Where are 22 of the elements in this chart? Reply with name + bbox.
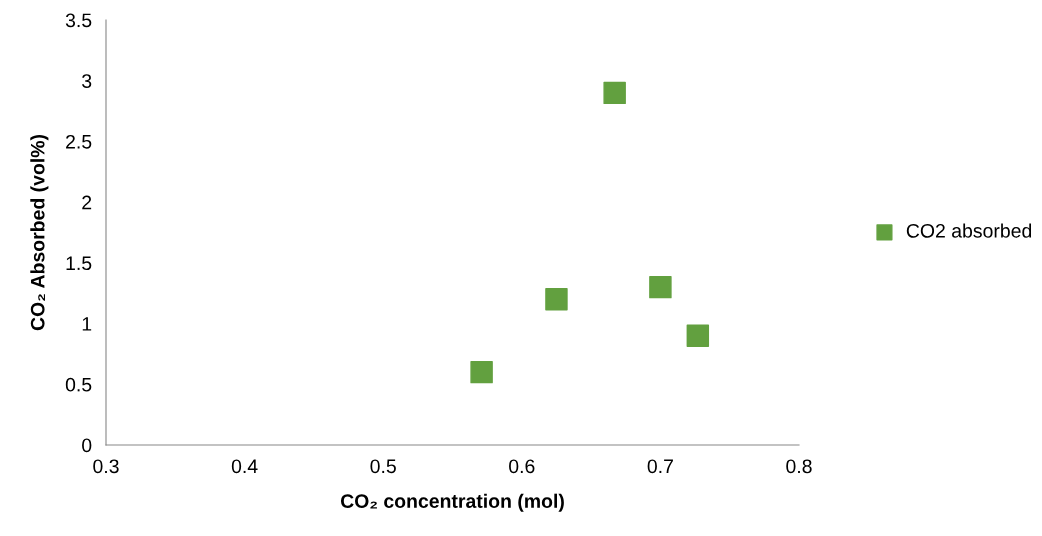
y-tick-label: 1.5 xyxy=(66,256,92,271)
x-tick-label: 0.3 xyxy=(93,459,119,474)
y-tick-label: 2 xyxy=(82,195,92,210)
point xyxy=(686,324,710,347)
point xyxy=(470,360,493,384)
x-axis-title: CO₂ concentration (mol) xyxy=(340,493,564,512)
y-tick-label: 3 xyxy=(82,74,92,88)
y-tick-label: 3.5 xyxy=(65,13,92,28)
y-tick-label: 0.5 xyxy=(65,377,92,392)
legend-label: CO2 absorbed xyxy=(906,223,1032,238)
x-tick-label: 0.8 xyxy=(786,459,812,474)
x-tick-label: 0.5 xyxy=(370,459,396,474)
x-tick-label: 0.4 xyxy=(231,459,258,474)
y-tick-label: 0 xyxy=(82,438,92,453)
y-axis-title: CO₂ Absorbed (vol%) xyxy=(30,134,49,331)
point xyxy=(545,288,568,311)
point xyxy=(649,275,672,299)
y-tick-label: 1 xyxy=(82,317,92,331)
x-tick-label: 0.6 xyxy=(509,459,535,474)
y-tick-label: 2.5 xyxy=(66,134,92,149)
point xyxy=(603,81,626,105)
x-tick-label: 0.7 xyxy=(647,459,673,474)
